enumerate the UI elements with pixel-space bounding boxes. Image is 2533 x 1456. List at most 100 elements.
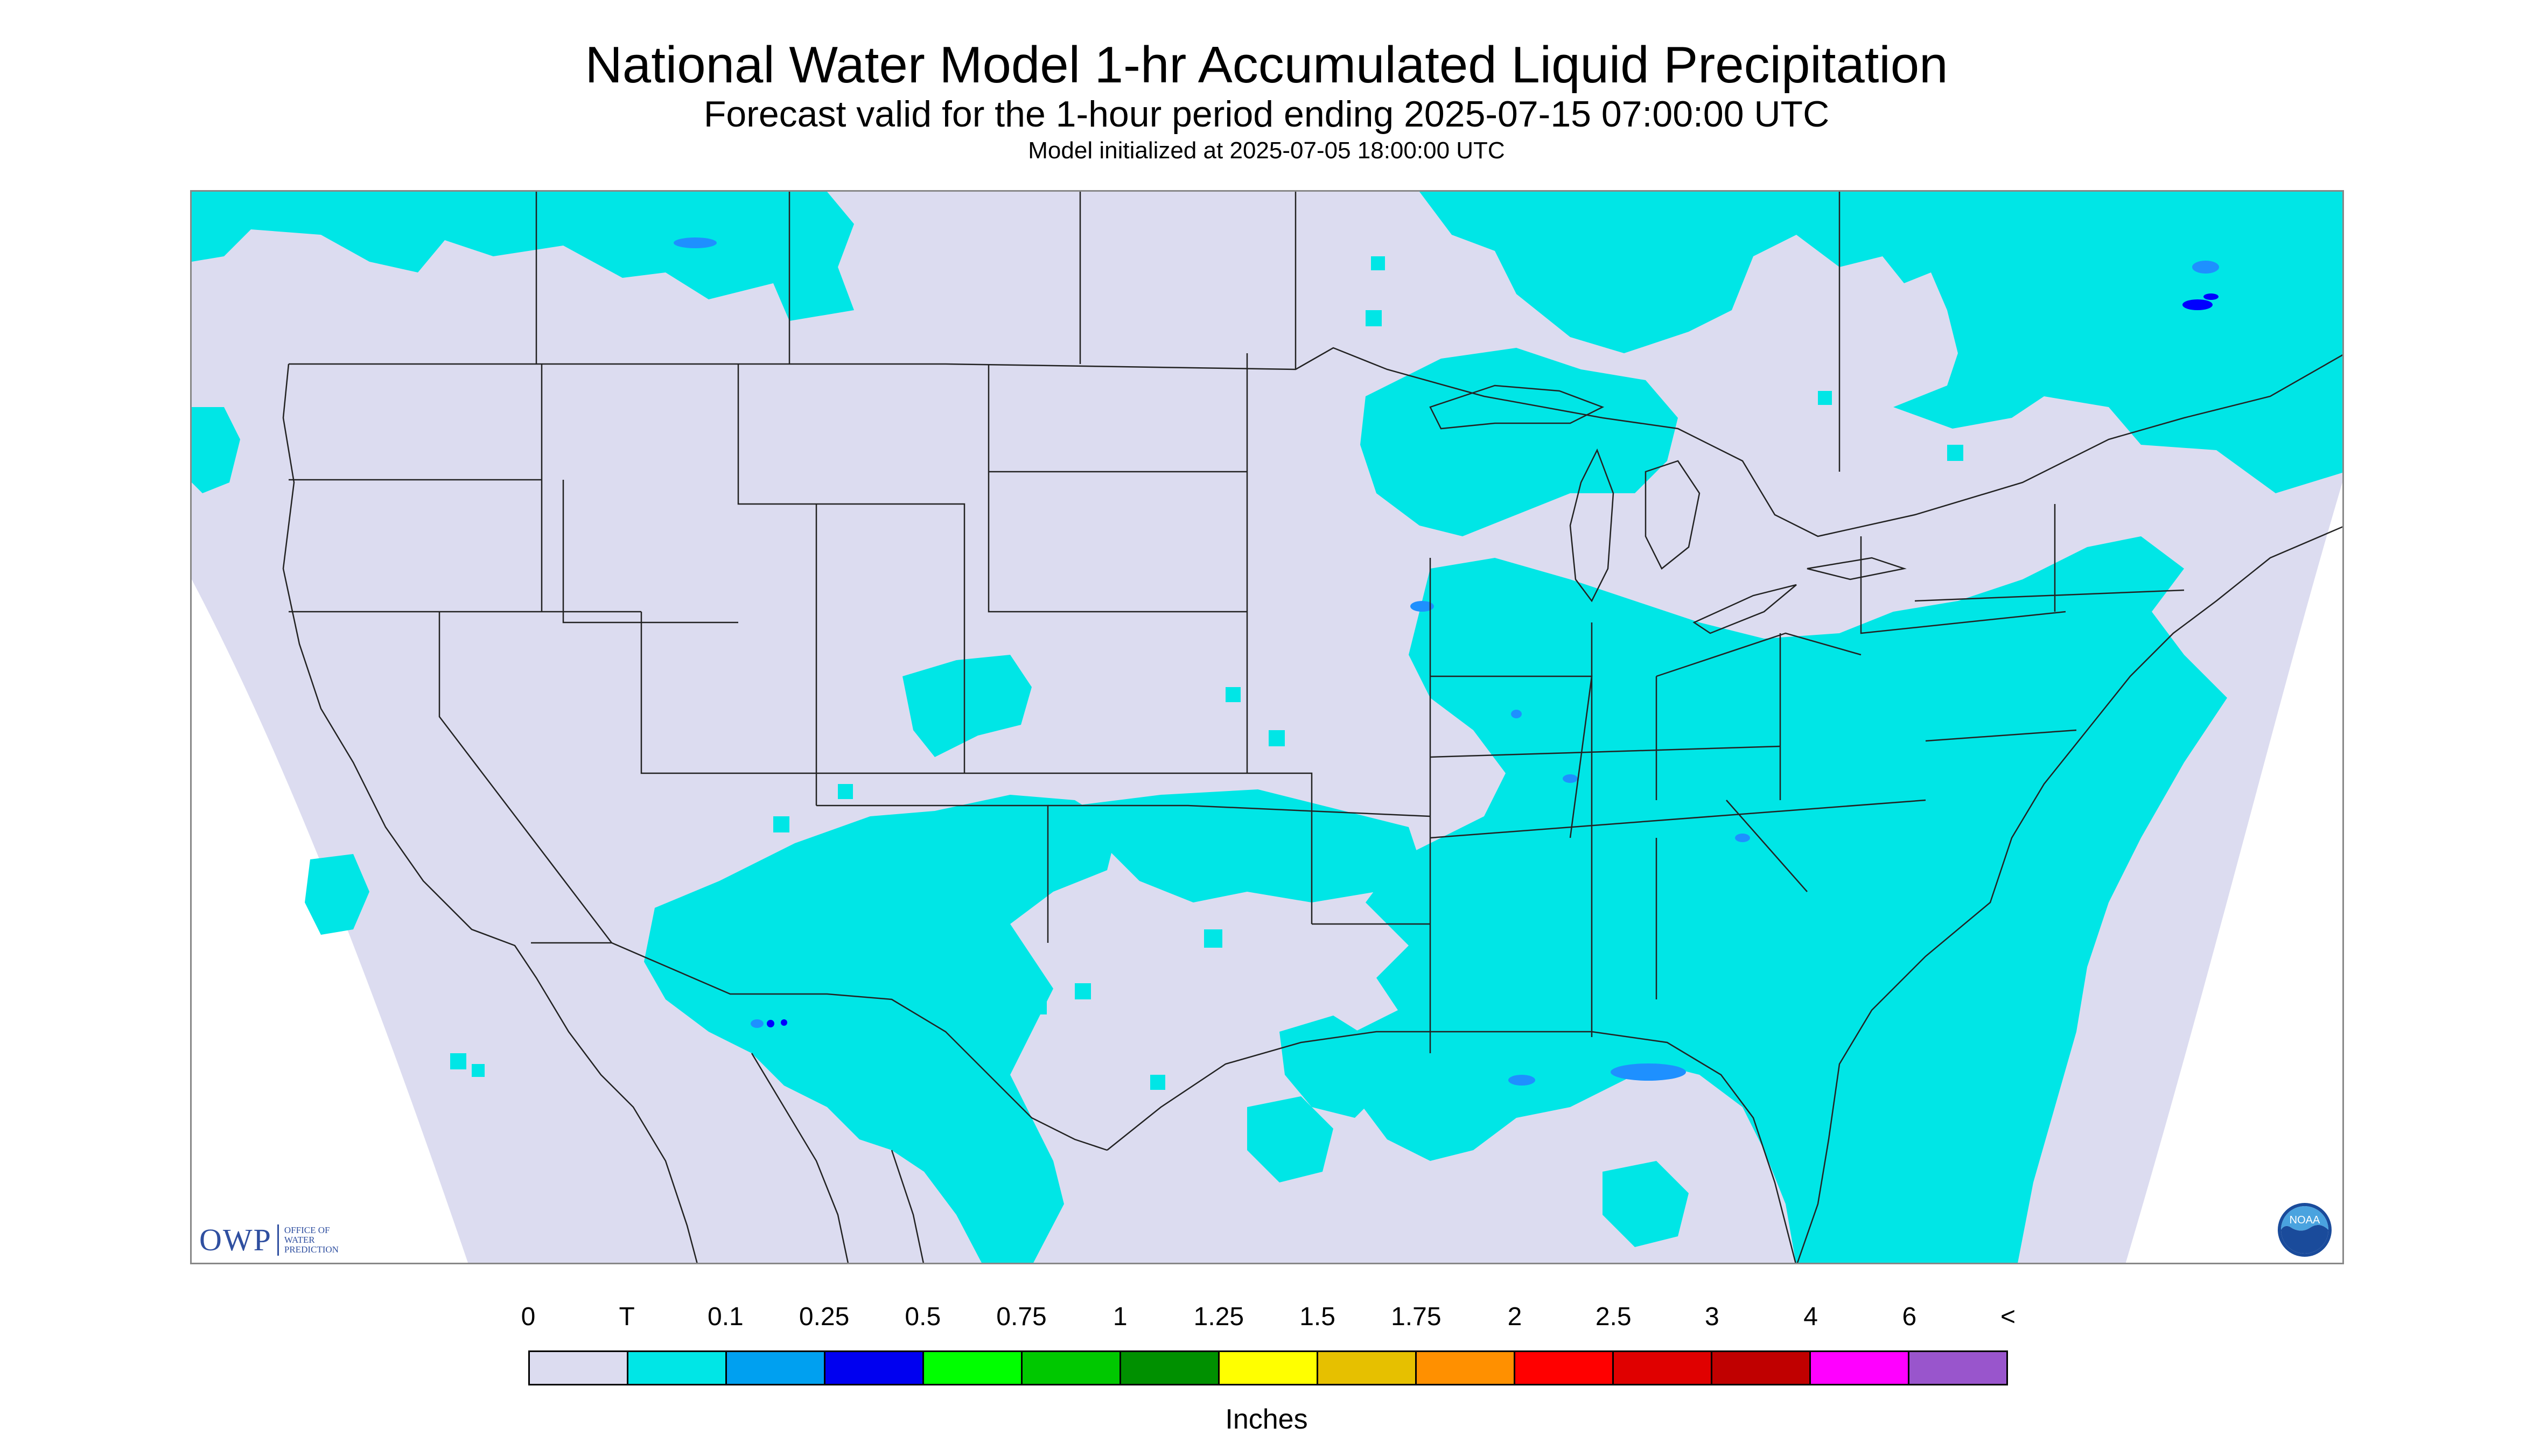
pacific-coastline xyxy=(282,363,698,1263)
precip-area-pacific-nw xyxy=(192,407,240,493)
precip-area-gulf-west xyxy=(1603,1161,1689,1247)
us-canada-border xyxy=(289,347,2342,537)
precip-cell xyxy=(1032,999,1047,1014)
state-line xyxy=(1656,632,1862,677)
legend-swatch xyxy=(1318,1352,1417,1384)
legend-swatch xyxy=(628,1352,727,1384)
precipitation-map[interactable] xyxy=(190,190,2344,1264)
precip-area-great-lakes xyxy=(1360,348,1678,536)
state-line xyxy=(1430,799,1926,839)
map-canvas xyxy=(192,192,2342,1263)
state-line xyxy=(737,364,965,773)
precip-area-canada-east xyxy=(1419,192,2342,493)
precip-cell xyxy=(838,784,853,799)
precip-cell-mid xyxy=(781,1019,787,1026)
legend-tick-label: T xyxy=(619,1303,635,1331)
owp-logo-text: Office of Water Prediction xyxy=(284,1225,339,1255)
color-scale-legend xyxy=(528,1350,2008,1385)
legend-tick-label: 3 xyxy=(1705,1303,1719,1331)
legend-labels: 0 T 0.1 0.25 0.5 0.75 1 1.25 1.5 1.75 2 2.5 3 4 6 < xyxy=(0,1301,2533,1339)
precip-area-canada-west xyxy=(192,192,854,321)
legend-swatch xyxy=(1712,1352,1811,1384)
legend-tick-label: 6 xyxy=(1902,1303,1917,1331)
mexico-line xyxy=(751,1053,849,1263)
lake-ontario xyxy=(1807,557,1907,580)
legend-swatch xyxy=(1121,1352,1220,1384)
us-mexico-border xyxy=(531,942,1108,1151)
legend-swatch xyxy=(530,1352,628,1384)
state-line xyxy=(1188,772,1313,924)
state-line xyxy=(640,612,1188,774)
state-line xyxy=(1914,589,2185,602)
precip-cell-light xyxy=(674,237,717,248)
legend-swatch xyxy=(727,1352,825,1384)
legend-tick-label: 1.5 xyxy=(1299,1303,1335,1331)
state-line xyxy=(1048,804,1431,817)
lake-michigan xyxy=(1569,448,1614,603)
state-line xyxy=(988,364,1247,613)
owp-logo: OWP Office of Water Prediction xyxy=(199,1221,339,1259)
precip-cell xyxy=(849,1064,865,1080)
precip-light-areas xyxy=(674,237,2219,1086)
legend-tick-label: 0.1 xyxy=(708,1303,744,1331)
atlantic-coastline xyxy=(1796,526,2342,1263)
legend-tick-label: 2.5 xyxy=(1595,1303,1632,1331)
state-line xyxy=(1925,729,2077,742)
precip-cell xyxy=(1818,391,1832,405)
mexico-line xyxy=(891,1150,925,1263)
precip-cell xyxy=(773,816,789,832)
model-initialized-line: Model initialized at 2025-07-05 18:00:00… xyxy=(1028,137,1505,164)
precip-cell xyxy=(472,1064,485,1077)
precip-cell xyxy=(1269,730,1285,746)
state-line xyxy=(1430,745,1781,758)
precip-cell xyxy=(1947,445,1963,461)
lake-superior xyxy=(1429,384,1605,430)
precip-cell-light xyxy=(2192,261,2219,274)
legend-tick-label: 0.25 xyxy=(799,1303,850,1331)
precip-cell-light xyxy=(1611,1063,1686,1081)
legend-tick-label: 1.25 xyxy=(1193,1303,1244,1331)
legend-swatch xyxy=(1023,1352,1121,1384)
precip-cell xyxy=(1371,256,1385,270)
legend-swatch xyxy=(1220,1352,1318,1384)
precip-cell-mid xyxy=(2182,299,2213,310)
precip-area-nor-cal xyxy=(305,854,369,935)
precip-cell xyxy=(1075,983,1091,999)
precip-area-southwest xyxy=(644,795,1118,1263)
lake-erie xyxy=(1692,584,1797,634)
legend-tick-label: 0.75 xyxy=(996,1303,1047,1331)
precip-cell-mid xyxy=(767,1020,774,1027)
lake-huron xyxy=(1645,460,1701,570)
owp-logo-mark: OWP xyxy=(199,1222,272,1257)
precip-area-central-plains xyxy=(902,655,1032,757)
precip-cell xyxy=(1226,687,1241,702)
precip-trace-areas xyxy=(192,192,2342,1263)
precip-cell xyxy=(1366,310,1382,326)
state-line xyxy=(438,612,612,943)
legend-tick-label: 0 xyxy=(521,1303,536,1331)
state-line xyxy=(1726,800,1808,892)
precip-cell-light xyxy=(1511,710,1522,718)
legend-unit-label: Inches xyxy=(1225,1404,1308,1435)
legend-swatch xyxy=(1909,1352,2006,1384)
legend-swatch xyxy=(924,1352,1023,1384)
precip-cell-light xyxy=(1508,1075,1535,1086)
noaa-logo-text: NOAA xyxy=(2290,1214,2320,1226)
precip-mid-areas xyxy=(767,293,2219,1027)
page-title: National Water Model 1-hr Accumulated Li… xyxy=(585,36,1948,94)
precip-area-gulf-texas xyxy=(1247,1096,1333,1182)
legend-swatch xyxy=(1417,1352,1515,1384)
precip-cell-light xyxy=(1735,834,1750,842)
precip-cell-mid xyxy=(2203,293,2219,300)
legend-tick-label: 0.5 xyxy=(905,1303,941,1331)
noaa-logo: NOAA xyxy=(2278,1203,2332,1257)
state-line xyxy=(1860,536,2066,634)
legend-tick-label: 4 xyxy=(1803,1303,1818,1331)
legend-swatch xyxy=(1515,1352,1614,1384)
precip-cell-light xyxy=(1563,774,1578,783)
legend-tick-label: < xyxy=(2000,1303,2016,1331)
precip-cell xyxy=(816,1032,830,1046)
legend-swatch xyxy=(1811,1352,1909,1384)
precip-area-southern-plains xyxy=(1075,789,1419,902)
legend-swatch xyxy=(1614,1352,1712,1384)
